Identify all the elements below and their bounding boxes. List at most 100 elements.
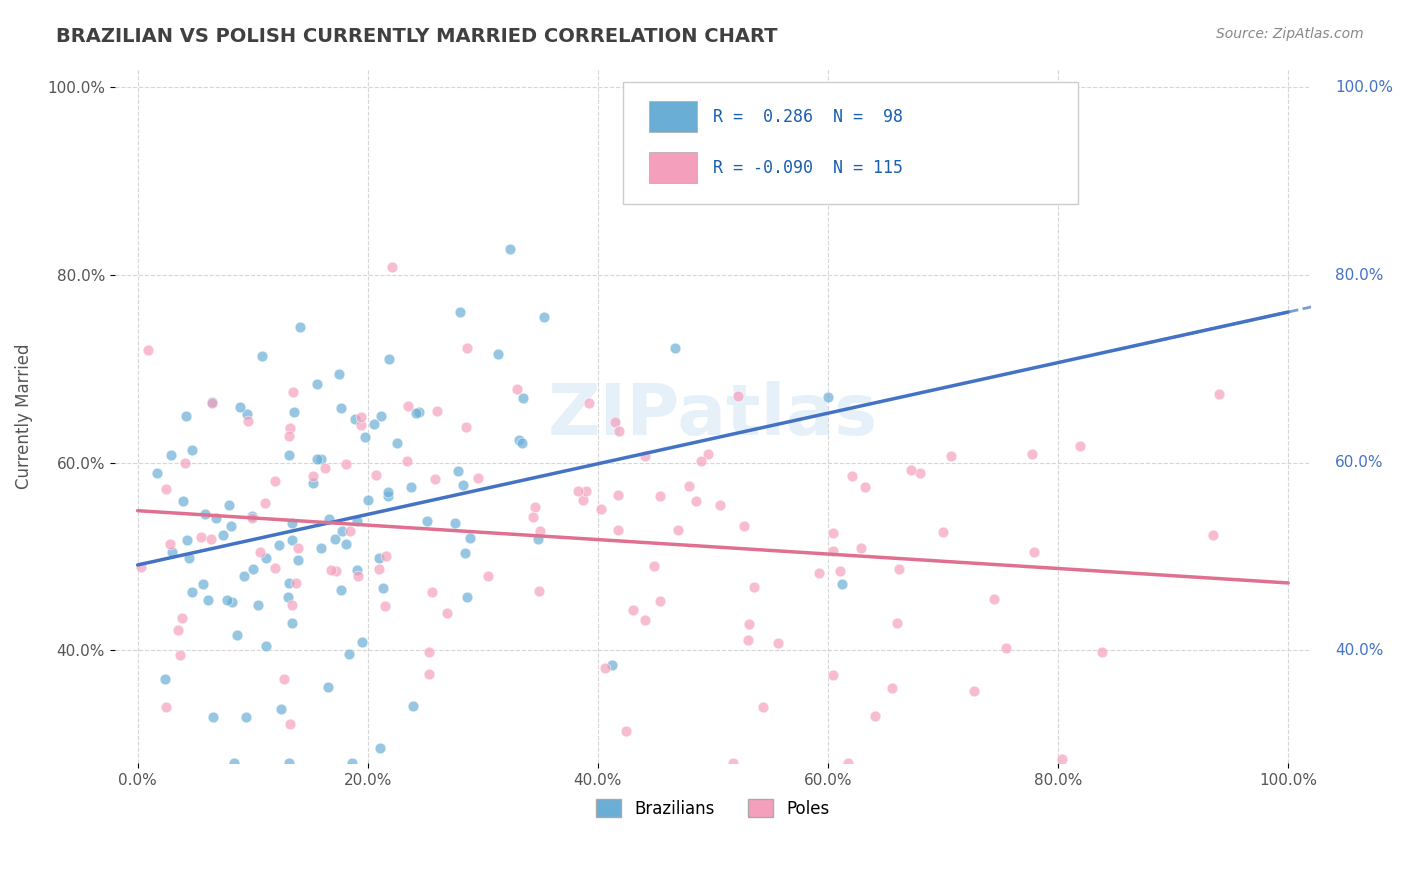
Point bbox=[219, 518, 242, 533]
Point bbox=[738, 616, 761, 631]
Point bbox=[280, 598, 302, 612]
Point bbox=[181, 584, 204, 599]
Point bbox=[155, 699, 177, 714]
Point bbox=[377, 485, 399, 500]
Point bbox=[302, 469, 325, 483]
Point bbox=[350, 409, 373, 424]
Point bbox=[309, 452, 332, 467]
Point bbox=[887, 562, 910, 576]
Point bbox=[374, 549, 396, 564]
Point bbox=[242, 562, 264, 576]
Point bbox=[733, 519, 755, 533]
Point bbox=[368, 740, 391, 755]
Point bbox=[328, 367, 350, 381]
Point bbox=[197, 592, 219, 607]
Point bbox=[270, 702, 292, 716]
Point bbox=[510, 435, 533, 450]
Point bbox=[353, 430, 375, 444]
Point bbox=[377, 489, 399, 503]
Point bbox=[340, 756, 363, 771]
Point bbox=[155, 482, 177, 496]
Point bbox=[153, 672, 176, 686]
Point bbox=[191, 576, 214, 591]
Point bbox=[886, 615, 908, 630]
Point bbox=[621, 603, 644, 617]
Point bbox=[527, 533, 550, 547]
Point bbox=[335, 537, 357, 551]
Point bbox=[607, 488, 630, 502]
Text: 100.0%: 100.0% bbox=[1336, 79, 1393, 95]
Point bbox=[307, 451, 329, 466]
Point bbox=[456, 420, 478, 434]
Point bbox=[396, 454, 419, 468]
Point bbox=[283, 384, 305, 399]
Point bbox=[233, 569, 256, 583]
Bar bbox=[650, 152, 697, 183]
Point bbox=[456, 341, 478, 355]
Point bbox=[160, 544, 183, 558]
Point bbox=[172, 610, 194, 624]
Point bbox=[264, 474, 287, 488]
Point bbox=[218, 498, 240, 512]
Point bbox=[273, 672, 295, 686]
Point bbox=[634, 449, 657, 463]
Point bbox=[401, 699, 423, 714]
Point bbox=[423, 472, 446, 486]
Point bbox=[995, 640, 1018, 655]
Point bbox=[319, 563, 342, 577]
Point bbox=[853, 480, 876, 494]
Point bbox=[129, 560, 152, 574]
Point bbox=[456, 590, 478, 604]
Point bbox=[401, 480, 423, 494]
Point bbox=[177, 550, 200, 565]
Point bbox=[283, 405, 305, 419]
Point bbox=[159, 537, 181, 551]
Point bbox=[250, 350, 273, 364]
Legend: Brazilians, Poles: Brazilians, Poles bbox=[589, 793, 837, 824]
Point bbox=[240, 508, 263, 523]
Point bbox=[420, 584, 443, 599]
Point bbox=[426, 404, 449, 418]
Point bbox=[983, 591, 1005, 606]
Point bbox=[314, 461, 336, 475]
Point bbox=[1208, 387, 1230, 401]
Point bbox=[666, 523, 689, 537]
Point bbox=[477, 568, 499, 582]
Point bbox=[323, 533, 346, 547]
Point bbox=[281, 516, 304, 531]
Point bbox=[254, 639, 277, 653]
Point bbox=[278, 448, 301, 462]
Point bbox=[849, 541, 872, 556]
Point bbox=[226, 628, 249, 642]
Point bbox=[823, 667, 845, 681]
Text: BRAZILIAN VS POLISH CURRENTLY MARRIED CORRELATION CHART: BRAZILIAN VS POLISH CURRENTLY MARRIED CO… bbox=[56, 27, 778, 45]
Point bbox=[330, 401, 353, 415]
Point bbox=[194, 507, 217, 521]
Point bbox=[236, 407, 259, 421]
Point bbox=[200, 533, 222, 547]
Point bbox=[325, 564, 347, 578]
Point bbox=[169, 648, 191, 662]
Point bbox=[727, 389, 749, 403]
Point bbox=[664, 342, 686, 356]
Point bbox=[371, 581, 394, 595]
Point bbox=[215, 592, 238, 607]
Point bbox=[212, 528, 235, 542]
FancyBboxPatch shape bbox=[623, 82, 1078, 204]
Point bbox=[529, 524, 551, 539]
Point bbox=[329, 582, 352, 597]
Point bbox=[648, 594, 671, 608]
Point bbox=[709, 498, 731, 512]
Point bbox=[190, 530, 212, 544]
Point bbox=[222, 756, 245, 771]
Point bbox=[447, 464, 470, 478]
Text: 40.0%: 40.0% bbox=[1336, 643, 1384, 658]
Point bbox=[436, 606, 458, 620]
Point bbox=[451, 478, 474, 492]
Point bbox=[678, 479, 700, 493]
Point bbox=[229, 400, 252, 414]
Point bbox=[449, 304, 471, 318]
Point bbox=[167, 623, 190, 637]
Text: R = -0.090  N = 115: R = -0.090 N = 115 bbox=[713, 159, 903, 177]
Bar bbox=[650, 101, 697, 132]
